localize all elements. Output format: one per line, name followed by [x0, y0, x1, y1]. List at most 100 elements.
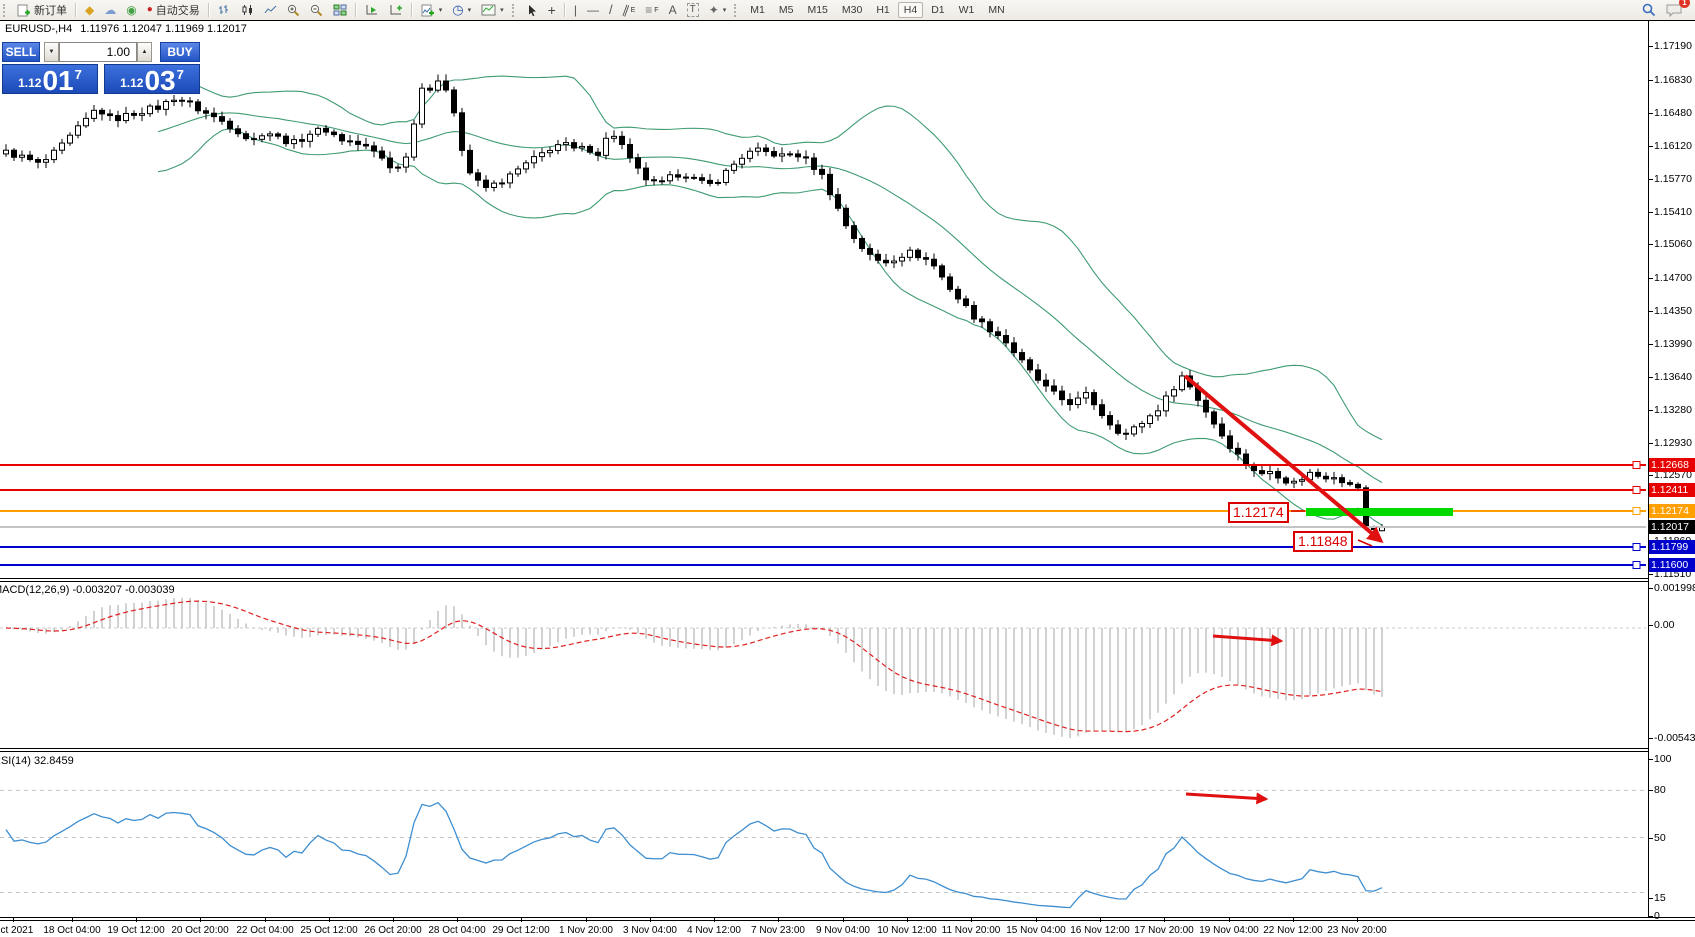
green-support-zone[interactable]: [1306, 508, 1453, 516]
new-order-button[interactable]: 新订单: [12, 0, 72, 20]
support-label-1[interactable]: 1.12174: [1228, 502, 1289, 523]
bid-price-sup: 7: [74, 67, 82, 82]
candle-body: [947, 276, 953, 290]
community-button[interactable]: ☁: [99, 0, 121, 20]
red-arrow-annotation[interactable]: [1185, 792, 1269, 805]
candle-body: [1347, 482, 1353, 485]
tile-windows-button[interactable]: [328, 0, 352, 20]
macd-pane-separator[interactable]: [0, 578, 1649, 582]
candle-body: [1155, 410, 1161, 417]
periods-button[interactable]: ◷ ▾: [447, 0, 476, 20]
crosshair-button[interactable]: +: [543, 0, 561, 20]
rsi-pane-canvas[interactable]: [0, 752, 1646, 918]
macd-pane-canvas[interactable]: [0, 582, 1646, 748]
line-chart-button[interactable]: [259, 0, 282, 20]
price-axis-value: 1.15770: [1654, 173, 1692, 185]
text-button[interactable]: A: [664, 0, 682, 20]
time-axis-tick: [457, 918, 458, 922]
red-arrow-annotation[interactable]: [1212, 634, 1284, 647]
price-axis-tick: [1648, 146, 1653, 147]
macd-axis-tick: [1648, 588, 1653, 589]
toolbar-grip[interactable]: [3, 3, 8, 17]
timeframe-m1[interactable]: M1: [750, 4, 765, 16]
toolbar-grip[interactable]: [734, 3, 739, 17]
timeframe-m30[interactable]: M30: [841, 4, 863, 16]
time-axis-value: 20 Oct 20:00: [171, 925, 229, 936]
timeframe-h4[interactable]: H4: [897, 2, 924, 18]
signal-icon: ◉: [126, 3, 137, 17]
fibo-f-label: F: [654, 6, 659, 14]
trendline-icon: /: [608, 2, 613, 17]
timeframe-h1[interactable]: H1: [876, 4, 890, 16]
arrows-button[interactable]: ✦ ▾: [704, 0, 732, 20]
timeframe-mn[interactable]: MN: [988, 4, 1005, 16]
rsi-axis-value: 80: [1654, 784, 1666, 796]
level-line-marker: [1632, 486, 1641, 494]
channel-button[interactable]: ∥ E: [618, 0, 641, 20]
bar-chart-button[interactable]: [213, 0, 236, 20]
channel-e-label: E: [630, 6, 636, 14]
cursor-button[interactable]: [521, 0, 543, 20]
vertical-line-button[interactable]: |: [569, 0, 582, 20]
volume-decrease-stepper[interactable]: ▼: [44, 42, 59, 62]
trendline-button[interactable]: /: [604, 0, 618, 20]
price-axis-value: 1.15410: [1654, 206, 1692, 218]
text-icon: A: [668, 3, 677, 17]
crosshair-icon: +: [547, 2, 556, 18]
candle-body: [931, 258, 937, 267]
time-axis-tick: [1293, 918, 1294, 922]
rsi-pane-separator[interactable]: [0, 748, 1649, 752]
strategy-tester-button[interactable]: [360, 0, 384, 20]
gold-button[interactable]: ◆: [80, 0, 99, 20]
time-axis-value: 16 Nov 12:00: [1070, 925, 1130, 936]
candle-body: [243, 133, 249, 140]
text-label-button[interactable]: T: [682, 0, 704, 20]
timeframe-m15[interactable]: M15: [807, 4, 828, 16]
candlestick-button[interactable]: [236, 0, 259, 20]
candle-body: [107, 113, 113, 117]
templates-button[interactable]: ▾: [476, 0, 509, 20]
timeframe-d1[interactable]: D1: [931, 4, 945, 16]
sell-button[interactable]: SELL: [2, 42, 40, 62]
candle-body: [691, 176, 697, 179]
zoom-in-button[interactable]: [282, 0, 305, 20]
autotrading-button[interactable]: ● 自动交易: [142, 0, 205, 20]
time-axis-value: 10 Nov 12:00: [877, 925, 937, 936]
volume-input[interactable]: 1.00: [59, 42, 137, 62]
candle-body: [339, 134, 345, 142]
horizontal-line-button[interactable]: —: [582, 0, 604, 20]
depth-of-market-button[interactable]: [384, 0, 408, 20]
candle-body: [1107, 415, 1113, 426]
time-axis-value: 22 Oct 04:00: [236, 925, 294, 936]
candle-body: [651, 179, 657, 182]
time-axis-tick: [329, 918, 330, 922]
candle-body: [163, 101, 169, 110]
buy-button[interactable]: BUY: [160, 42, 200, 62]
toolbar-grip[interactable]: [511, 3, 517, 17]
fibonacci-button[interactable]: ≡ F: [640, 0, 663, 20]
candle-body: [555, 144, 561, 151]
new-chart-button[interactable]: ▾: [416, 0, 448, 20]
price-axis-tick: [1648, 311, 1653, 312]
time-axis[interactable]: Oct 2021 18 Oct 04:00 19 Oct 12:00 20 Oct 2…: [0, 918, 1695, 937]
volume-increase-stepper[interactable]: ▲: [137, 42, 152, 62]
price-axis-value: 1.16830: [1654, 74, 1692, 86]
zoom-out-button[interactable]: [305, 0, 328, 20]
red-arrow-annotation[interactable]: [1183, 374, 1384, 544]
timeframe-w1[interactable]: W1: [958, 4, 975, 16]
price-axis-tick: [1648, 46, 1653, 47]
candle-body: [19, 154, 25, 158]
sell-price-panel[interactable]: 1.12 01 7: [2, 64, 98, 95]
signals-button[interactable]: ◉: [121, 0, 141, 20]
search-button[interactable]: [1637, 0, 1661, 20]
candle-body: [811, 157, 817, 170]
notifications-button[interactable]: 1: [1661, 0, 1690, 20]
price-chart-canvas[interactable]: [0, 22, 1646, 578]
rsi-line: [5, 801, 1383, 909]
rsi-axis-tick: [1648, 838, 1653, 839]
timeframe-m5[interactable]: M5: [778, 4, 794, 16]
price-axis-tick: [1648, 179, 1653, 180]
buy-price-panel[interactable]: 1.12 03 7: [104, 64, 200, 95]
price-tag-1.12668: 1.12668: [1649, 458, 1695, 472]
support-label-2[interactable]: 1.11848: [1293, 531, 1353, 552]
